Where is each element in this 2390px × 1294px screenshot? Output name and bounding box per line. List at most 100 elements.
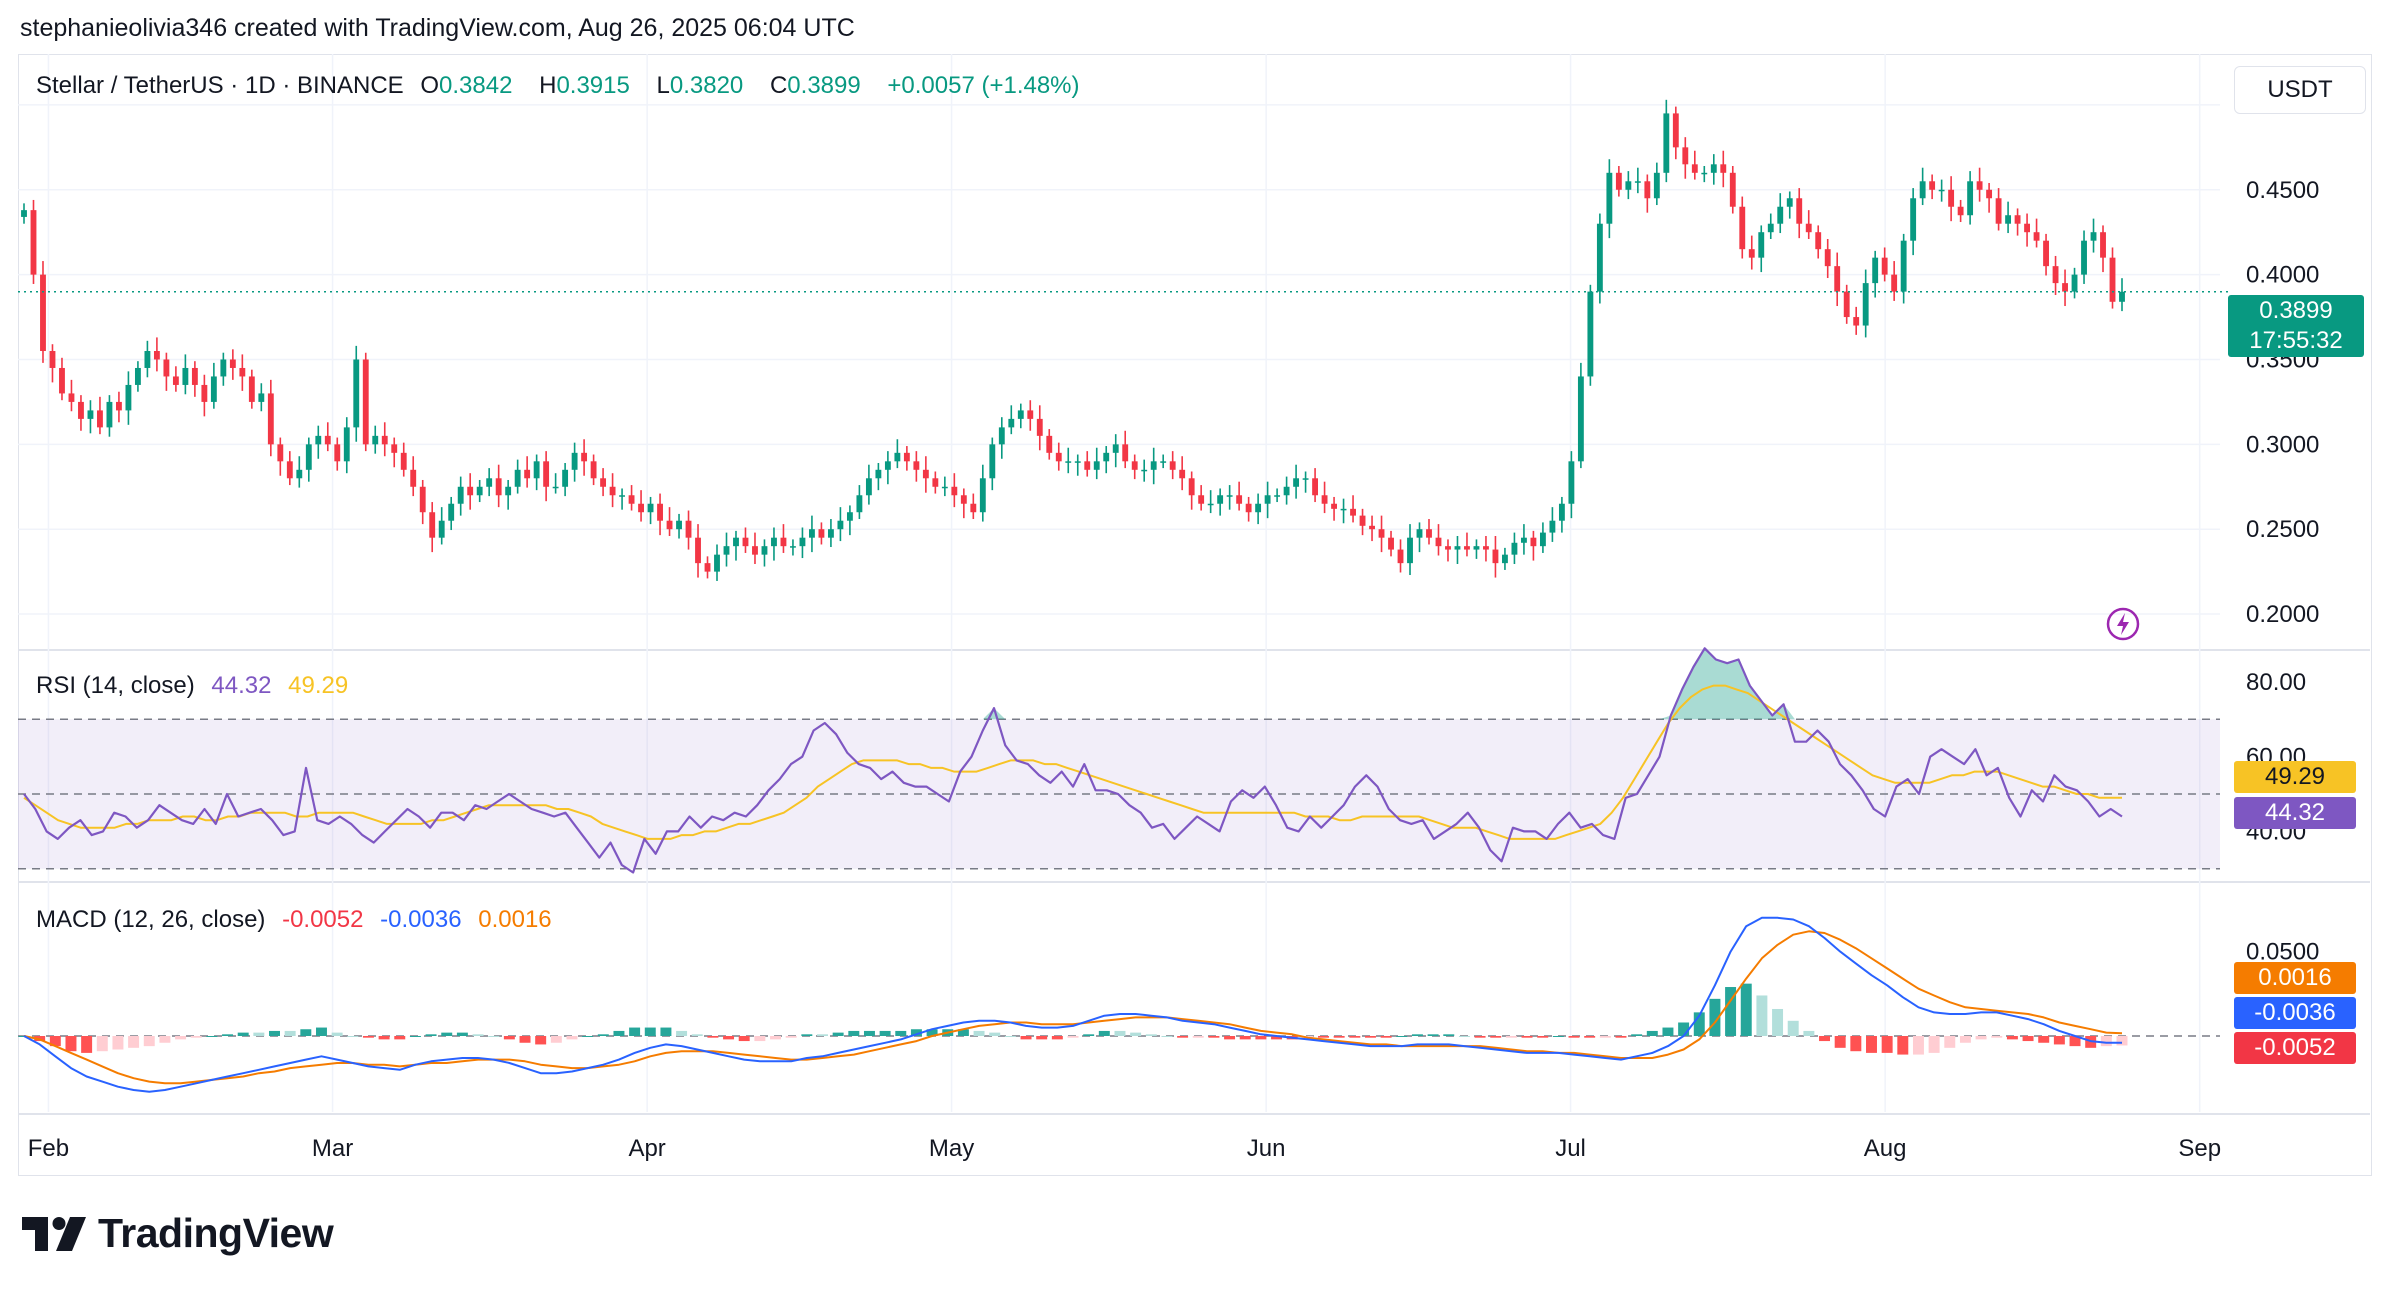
macd-histogram-bar [2116, 1036, 2128, 1046]
candle [1900, 233, 1907, 304]
candle [1378, 515, 1385, 553]
candle-body [1245, 503, 1252, 513]
macd-histogram-bar [1615, 1036, 1627, 1038]
candle-body [960, 495, 967, 504]
candle-body [1511, 542, 1518, 555]
candle [1122, 430, 1129, 469]
candle-body [2109, 257, 2116, 302]
candle [600, 468, 607, 497]
candle [1017, 403, 1024, 429]
macd-histogram-bar [2022, 1036, 2034, 1042]
macd-histogram-bar [1537, 1036, 1549, 1038]
macd-histogram-bar [222, 1034, 234, 1036]
rsi-title[interactable]: RSI (14, close) [36, 672, 195, 699]
candle-body [571, 452, 578, 470]
candle [581, 439, 588, 476]
candle [1834, 252, 1841, 307]
candle-body [970, 503, 977, 513]
candle-body [59, 367, 65, 394]
candle [922, 456, 929, 493]
candle [1065, 447, 1072, 474]
last-price-label: 0.3899 17:55:32 [2228, 295, 2364, 357]
macd-histogram-bar [206, 1036, 218, 1037]
candle [742, 527, 749, 553]
chart-frame[interactable] [18, 54, 2372, 1176]
candle-body [647, 503, 654, 513]
currency-selector[interactable]: USDT [2234, 66, 2366, 114]
candle [134, 361, 141, 392]
candle [116, 391, 122, 423]
candle [1369, 515, 1375, 542]
candle [1919, 167, 1926, 206]
macd-histogram-bar [128, 1036, 140, 1048]
x-tick-label: May [929, 1135, 974, 1162]
candle [1435, 524, 1442, 556]
symbol-title[interactable]: Stellar / TetherUS · 1D · BINANCE [36, 72, 404, 99]
macd-histogram-bar [1866, 1036, 1877, 1053]
candle-body [2100, 232, 2106, 258]
candle-body [1283, 486, 1290, 496]
candle-body [343, 427, 350, 462]
candle-body [448, 503, 455, 521]
candle [752, 532, 758, 564]
candle-body [1539, 532, 1546, 547]
tradingview-logo[interactable]: TradingView [22, 1210, 334, 1257]
candle [723, 532, 730, 567]
macd-histogram-bar [973, 1030, 985, 1036]
macd-histogram-bar [159, 1036, 171, 1043]
macd-histogram-bar [707, 1036, 719, 1038]
candle-body [1986, 189, 1993, 199]
candle [1340, 498, 1347, 524]
macd-histogram-bar [1897, 1036, 1909, 1055]
macd-histogram-bar [1693, 1012, 1705, 1036]
candle-body [998, 427, 1005, 445]
candle-body [790, 546, 796, 548]
candle-body [1131, 461, 1138, 470]
candle-body [87, 410, 94, 419]
candle-body [40, 274, 46, 351]
candle [182, 354, 189, 395]
candle-body [1340, 508, 1347, 511]
lightning-icon[interactable] [2106, 607, 2140, 641]
candle-body [1881, 257, 1888, 275]
tradingview-logo-icon [22, 1216, 86, 1251]
candle-body [410, 469, 417, 487]
candle [87, 400, 94, 434]
candle [2071, 267, 2078, 299]
candle-body [2014, 215, 2021, 224]
macd-histogram-bar [1083, 1034, 1095, 1036]
candle-body [1445, 546, 1451, 550]
price-pane [18, 99, 2228, 581]
candle-body [1910, 198, 1917, 241]
candle-body [229, 359, 236, 368]
candle-body [2052, 266, 2059, 284]
candle [685, 510, 692, 550]
candle [932, 471, 939, 494]
candle-body [324, 435, 331, 445]
candle [1596, 213, 1603, 304]
candle [951, 473, 958, 508]
macd-histogram-bar [190, 1036, 202, 1038]
candle-body [932, 478, 939, 487]
macd-title[interactable]: MACD (12, 26, close) [36, 906, 266, 933]
macd-histogram-bar [1239, 1036, 1251, 1040]
candle-body [248, 376, 255, 402]
macd-histogram-bar [472, 1034, 484, 1036]
x-tick-label: Sep [2178, 1135, 2221, 1162]
candle-body [837, 520, 844, 530]
high-label: H [539, 72, 557, 99]
candle [571, 442, 578, 482]
candle [1397, 539, 1404, 573]
candle-body [533, 461, 540, 479]
candle [1492, 535, 1499, 578]
candle-body [1321, 495, 1328, 504]
candle [543, 451, 550, 502]
macd-histogram-bar [425, 1034, 437, 1036]
macd-histogram-bar [738, 1036, 750, 1042]
candle-body [1217, 495, 1224, 504]
candle-body [419, 486, 426, 513]
candle [305, 437, 312, 482]
candle [1207, 490, 1214, 514]
candle-body [1720, 164, 1727, 173]
